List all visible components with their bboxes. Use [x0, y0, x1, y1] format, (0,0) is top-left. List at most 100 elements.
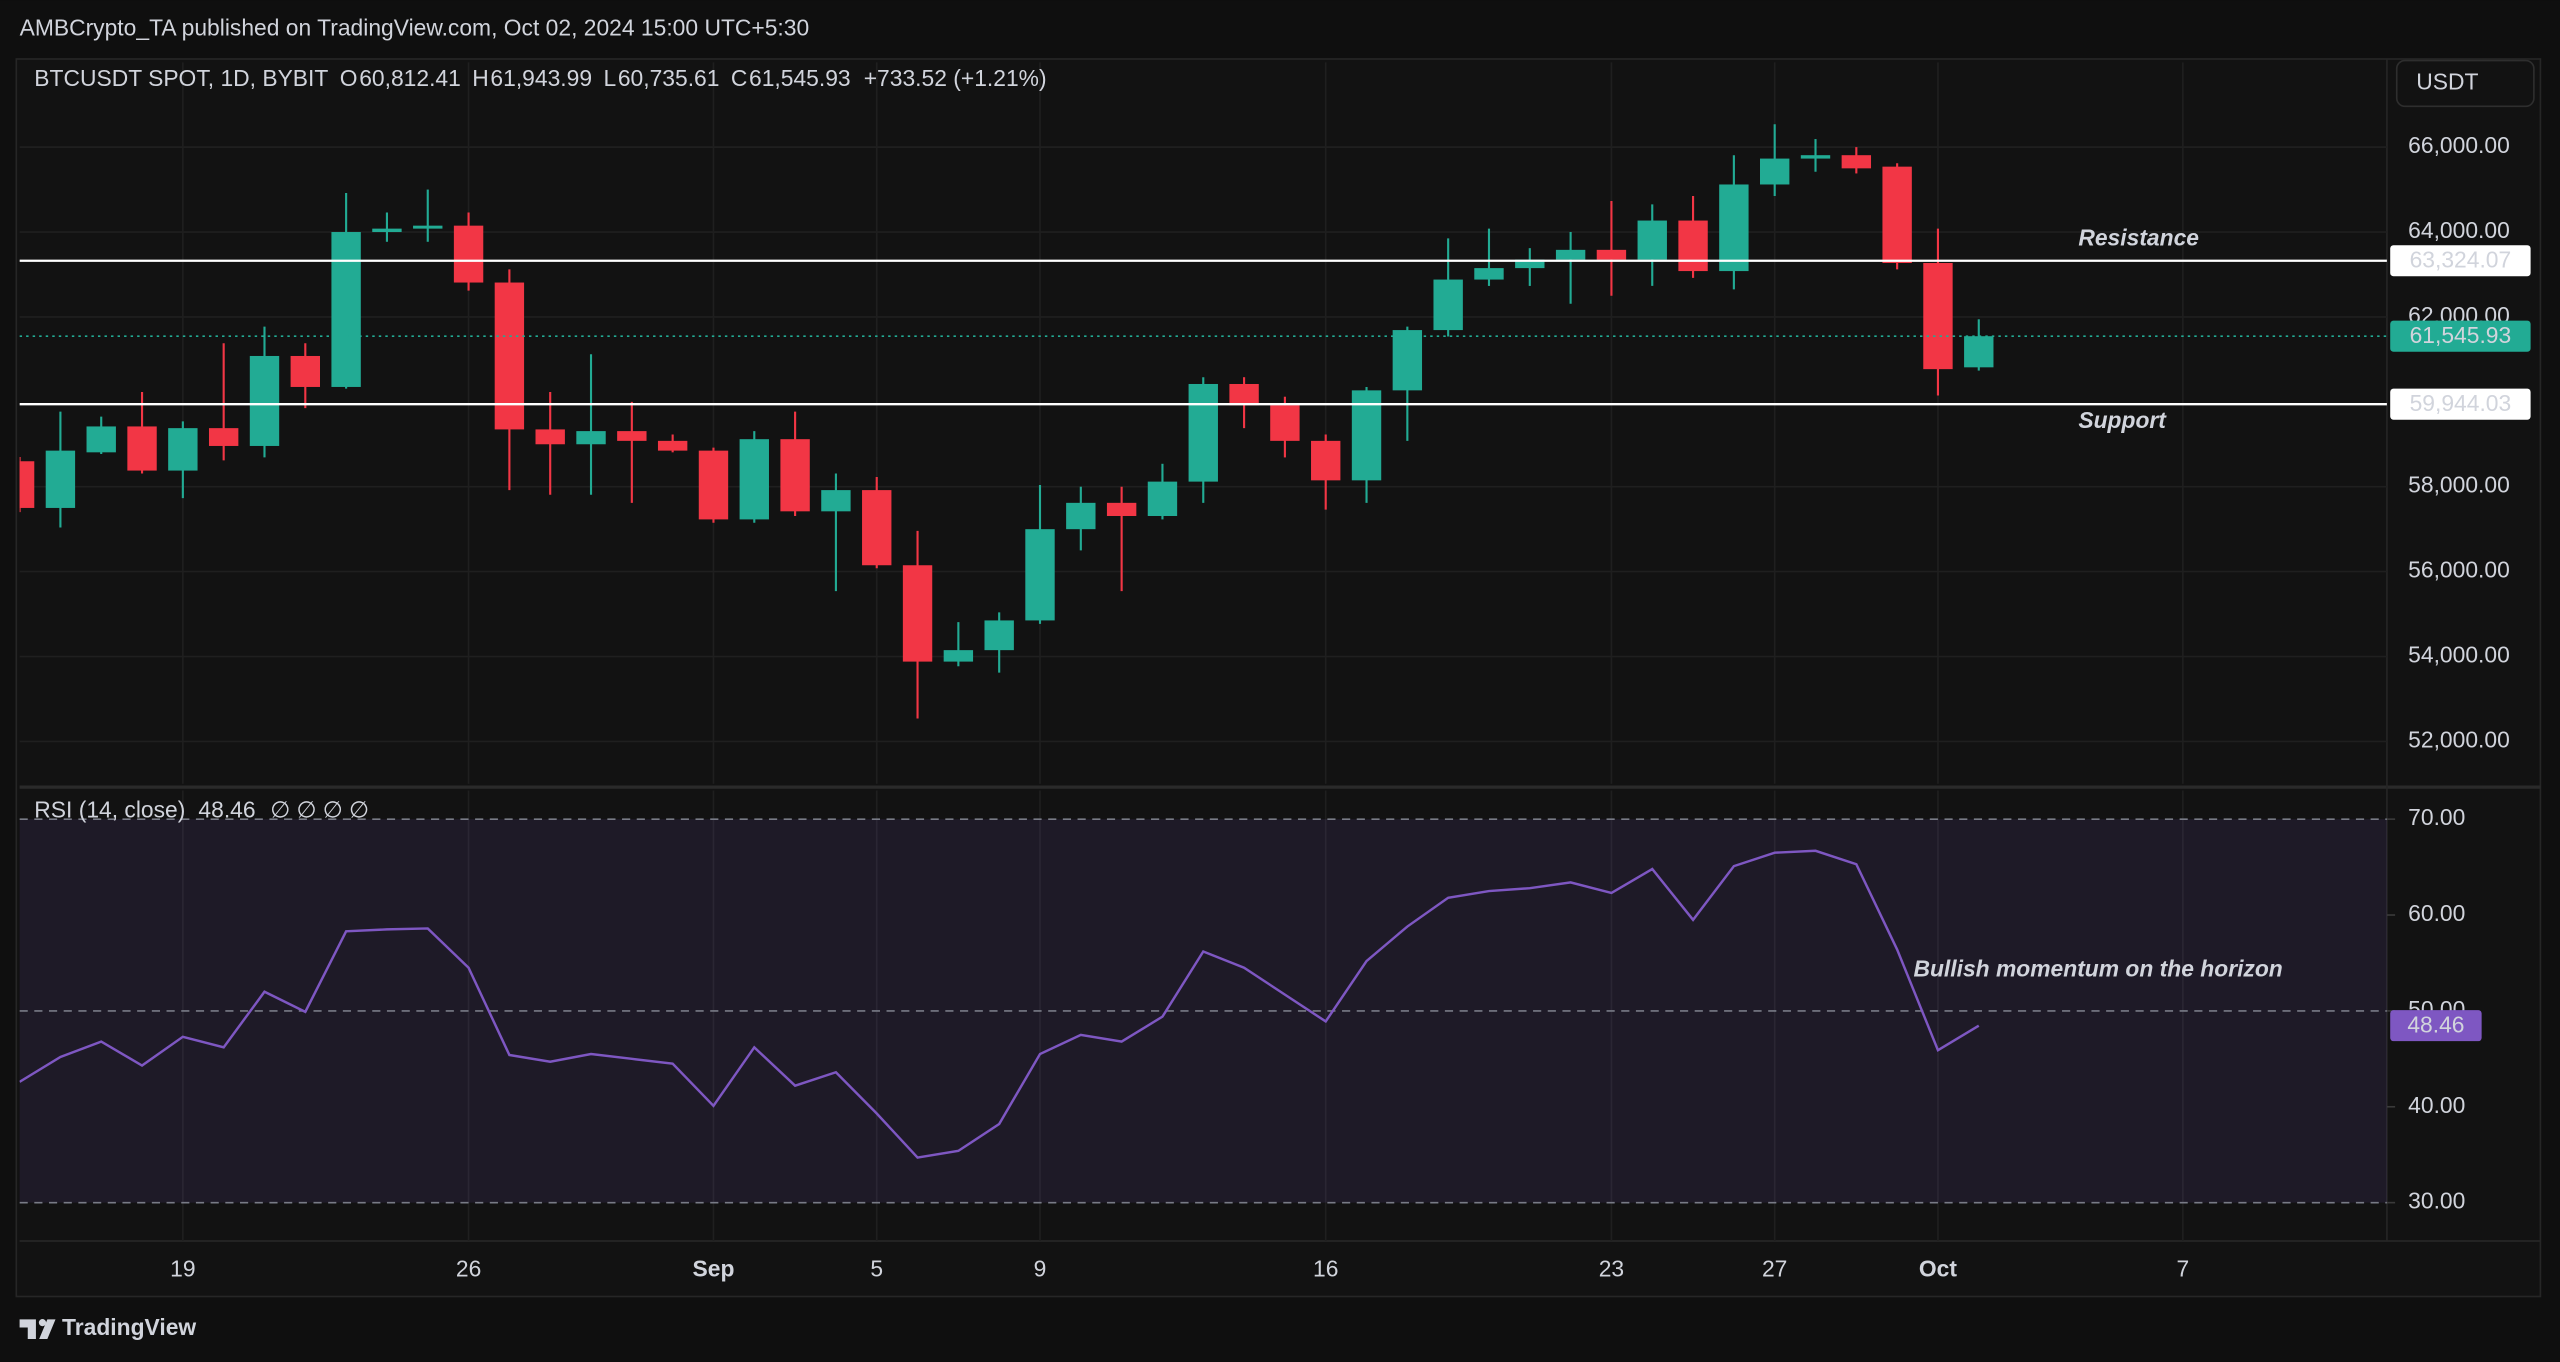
candle-body	[1106, 502, 1137, 517]
brand-logo	[19, 1319, 56, 1339]
value-label-box	[2390, 1010, 2482, 1042]
x-tick-label: Sep	[693, 1255, 735, 1281]
change: +733.52 (+1.21%)	[864, 65, 1047, 91]
rsi-pane	[19, 790, 2387, 1241]
chart-frame	[15, 58, 2542, 1298]
x-tick-label: 27	[1762, 1255, 1787, 1281]
ohlc-value: 60,812.41	[359, 65, 461, 91]
candle-body	[739, 439, 769, 520]
candle-body	[780, 439, 810, 512]
candle-body	[1066, 502, 1096, 530]
rsi-line	[19, 849, 1980, 1159]
candle-body	[331, 232, 361, 387]
caption: AMBCrypto_TA published on TradingView.co…	[20, 15, 810, 41]
annotation: Bullish momentum on the horizon	[1913, 956, 2282, 982]
candle-body	[86, 426, 116, 453]
candle-body	[372, 228, 402, 233]
candle-body	[1596, 249, 1627, 260]
x-tick-label: 26	[456, 1255, 481, 1281]
candle-body	[127, 426, 157, 471]
candle-body	[657, 440, 688, 451]
candle-body	[1229, 383, 1259, 406]
x-tick-label: 23	[1599, 1255, 1624, 1281]
x-tick-label: 9	[1034, 1255, 1047, 1281]
x-tick-label: Oct	[1919, 1255, 1957, 1281]
level-label-box	[2390, 245, 2531, 277]
ohlc-key: O	[340, 65, 358, 91]
ohlc-key: C	[731, 65, 748, 91]
currency-button[interactable]	[2395, 59, 2535, 108]
brand: TradingView	[62, 1314, 196, 1340]
candle-body	[617, 431, 647, 441]
candle-body	[45, 450, 76, 508]
candle-body	[494, 282, 525, 430]
candle-body	[902, 565, 933, 662]
x-tick-label: 5	[870, 1255, 883, 1281]
candle-body	[535, 429, 565, 445]
indicator-value: 48.46	[198, 797, 255, 823]
level-label-box	[2390, 320, 2531, 352]
candle-body	[19, 461, 35, 508]
y-tick-label: 52,000.00	[2408, 726, 2510, 752]
candle-body	[698, 450, 729, 520]
candle-body	[1555, 249, 1586, 260]
currency-button-label[interactable]: USDT	[2416, 68, 2478, 94]
candle-body	[576, 431, 606, 445]
ohlc-value: 61,943.99	[490, 65, 592, 91]
candle-body	[862, 490, 892, 566]
candle-body	[1678, 220, 1708, 272]
y-tick-label: 40.00	[2408, 1092, 2465, 1118]
candle-body	[1025, 529, 1055, 621]
candle-body	[249, 355, 280, 446]
candle-body	[168, 428, 198, 471]
y-tick-label: 60.00	[2408, 900, 2465, 926]
candle-body	[1515, 259, 1545, 269]
candle-body	[1923, 263, 1953, 370]
candle-body	[1882, 166, 1912, 264]
level-label-box	[2390, 388, 2531, 420]
candle-body	[1270, 405, 1300, 441]
candle-body	[1637, 220, 1667, 260]
ohlc-key: H	[472, 65, 489, 91]
ohlc-value: 60,735.61	[618, 65, 720, 91]
candle-body	[208, 428, 239, 446]
candle-body	[413, 225, 443, 229]
candle-body	[821, 490, 851, 512]
candle-body	[1841, 155, 1872, 169]
x-tick-label: 19	[170, 1255, 195, 1281]
symbol: BTCUSDT SPOT, 1D, BYBIT	[34, 65, 328, 91]
price-pane	[19, 62, 2387, 784]
level-label: 59,944.03	[2410, 390, 2512, 416]
level-label: 61,545.93	[2410, 322, 2512, 348]
candle-body	[1311, 440, 1341, 481]
value-label: 48.46	[2407, 1012, 2464, 1038]
y-tick-label: 70.00	[2408, 804, 2465, 830]
annotation: Support	[2078, 407, 2167, 433]
candle-body	[984, 620, 1014, 651]
y-tick-label: 64,000.00	[2408, 217, 2510, 243]
x-tick-label: 16	[1313, 1255, 1338, 1281]
ohlc-value: 61,545.93	[749, 65, 851, 91]
candle-body	[1188, 383, 1218, 482]
annotation: Resistance	[2078, 225, 2199, 251]
level-label: 63,324.07	[2410, 247, 2512, 273]
candle-body	[1433, 279, 1463, 331]
candle-body	[453, 225, 484, 283]
candle-body	[1351, 390, 1382, 481]
y-tick-label: 30.00	[2408, 1188, 2465, 1214]
indicator-na: ∅ ∅ ∅ ∅	[270, 797, 369, 823]
y-tick-label: 66,000.00	[2408, 132, 2510, 158]
candle-body	[1964, 336, 1994, 368]
candle-body	[943, 650, 974, 662]
candle-body	[1392, 330, 1423, 391]
indicator-title: RSI (14, close)	[34, 797, 185, 823]
candle-body	[1474, 268, 1504, 280]
candle-body	[1719, 184, 1749, 272]
y-tick-label: 56,000.00	[2408, 557, 2510, 583]
candle-body	[1147, 481, 1178, 517]
ohlc-key: L	[603, 65, 616, 91]
candle-body	[1800, 155, 1831, 159]
candle-body	[290, 355, 320, 387]
